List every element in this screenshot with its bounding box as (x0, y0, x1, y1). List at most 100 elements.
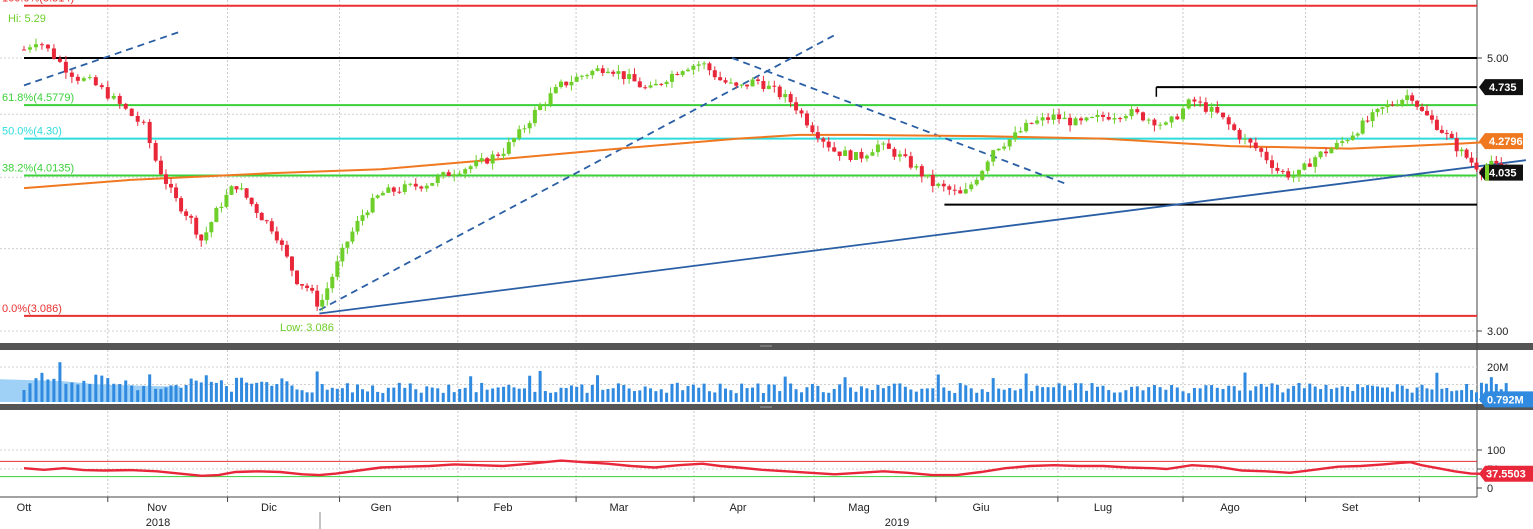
candle-body (1062, 117, 1067, 120)
candle-body (1286, 171, 1291, 178)
candle-body (777, 86, 782, 98)
volume-bar (88, 384, 92, 402)
volume-bar (1254, 386, 1258, 402)
volume-bar (371, 385, 375, 402)
volume-bar (1130, 386, 1134, 402)
candle-body (1449, 133, 1454, 139)
volume-bar (310, 392, 314, 402)
volume-bar (909, 389, 913, 402)
volume-bar (1308, 383, 1312, 402)
volume-bar (458, 388, 462, 402)
x-month-label: Lug (1094, 502, 1112, 514)
candle-body (345, 241, 350, 248)
candle-body (963, 189, 968, 194)
candle-body (512, 138, 517, 143)
candle-body (875, 144, 880, 153)
candle-body (648, 85, 653, 88)
volume-bar (189, 378, 193, 402)
volume-bar (816, 385, 820, 402)
candle-body (269, 221, 274, 232)
candle-body (1454, 138, 1459, 152)
fib-level-label: 0.0%(3.086) (2, 303, 62, 315)
volume-bar (1204, 385, 1208, 402)
volume-bar (184, 385, 188, 402)
candle-body (853, 152, 858, 160)
candle-body (1334, 142, 1339, 149)
volume-bar (1215, 387, 1219, 402)
volume-bar (1489, 377, 1493, 402)
price-tag: 4.735 (1479, 79, 1523, 96)
volume-bar (627, 388, 631, 402)
volume-tick-label: 20M (1487, 362, 1508, 374)
candle-body (1002, 146, 1007, 149)
rsi-tag-label: 37.5503 (1486, 469, 1526, 481)
volume-bar (265, 382, 269, 402)
volume-bar (463, 387, 467, 402)
volume-bar (702, 383, 706, 402)
volume-bar (28, 383, 32, 402)
candle-body (1345, 139, 1350, 142)
candle-body (111, 95, 116, 99)
volume-bar (408, 383, 412, 402)
candle-body (1420, 106, 1425, 111)
candle-body (712, 70, 717, 78)
candle-body (1350, 135, 1355, 140)
volume-bar (590, 384, 594, 402)
volume-bar (832, 388, 836, 402)
volume-bar (1475, 392, 1478, 402)
volume-bar (805, 387, 809, 402)
candle-body (234, 186, 239, 190)
candle-body (728, 82, 733, 84)
x-month-label: Ott (17, 502, 32, 514)
volume-bar (1335, 387, 1339, 402)
volume-bar (724, 388, 728, 402)
volume-bar (953, 393, 957, 402)
volume-bar (997, 388, 1001, 402)
volume-bar (991, 378, 995, 402)
candle-body (1253, 142, 1258, 149)
candle-body (39, 44, 44, 46)
trend-line (319, 159, 1527, 315)
candle-body (553, 87, 558, 94)
volume-bar (512, 387, 516, 402)
candle-body (1270, 160, 1274, 168)
candle-body (1390, 104, 1395, 106)
volume-bar (1152, 385, 1156, 402)
volume-bar (1013, 390, 1017, 402)
volume-bar (986, 391, 990, 402)
volume-bar (843, 377, 847, 402)
volume-bar (1008, 388, 1012, 402)
candle-body (350, 231, 355, 242)
candle-body (75, 76, 80, 81)
candle-body (680, 71, 685, 75)
candle-body (886, 143, 891, 149)
volume-bar (502, 386, 506, 402)
candle-body (1464, 149, 1469, 158)
volume-bar (1319, 389, 1323, 402)
candle-body (1237, 129, 1242, 140)
x-month-label: Mar (610, 502, 629, 514)
candle-body (1135, 109, 1140, 113)
candle-body (279, 240, 284, 245)
candle-body (239, 188, 244, 190)
volume-bar (1198, 388, 1202, 402)
volume-bar (778, 391, 782, 402)
volume-bar (665, 392, 669, 402)
volume-bar (533, 391, 537, 402)
volume-bar (810, 383, 814, 402)
candle-body (424, 185, 429, 189)
candle-body (57, 58, 62, 62)
candle-body (419, 186, 424, 189)
candle-body (1291, 176, 1296, 178)
candle-body (397, 191, 402, 193)
candle-body (430, 183, 435, 186)
volume-bar (1107, 390, 1111, 402)
volume-bar (675, 382, 679, 402)
volume-bar (654, 391, 658, 402)
volume-bar (40, 372, 44, 402)
candle-body (1259, 148, 1264, 152)
volume-bar (194, 380, 198, 402)
volume-bar (106, 378, 110, 402)
candle-body (1101, 114, 1105, 117)
